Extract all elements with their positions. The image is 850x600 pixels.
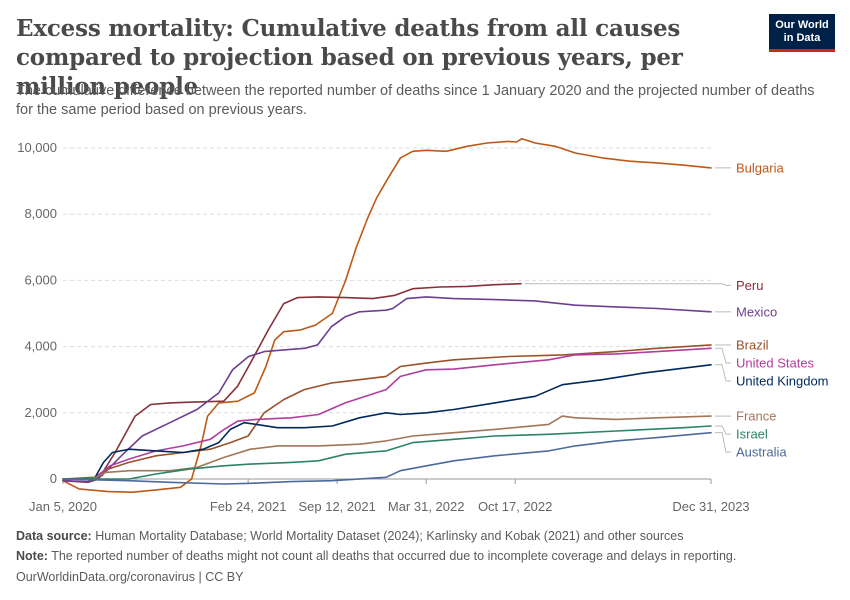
owid-logo[interactable]: Our World in Data bbox=[769, 14, 835, 52]
series-line-mexico bbox=[62, 296, 712, 483]
y-tick-label: 0 bbox=[50, 471, 57, 486]
chart-title: Excess mortality: Cumulative deaths from… bbox=[16, 15, 683, 100]
y-tick-label: 6,000 bbox=[24, 272, 57, 287]
series-label-mexico: Mexico bbox=[736, 304, 777, 319]
x-tick-label: Dec 31, 2023 bbox=[672, 499, 749, 514]
series-label-peru: Peru bbox=[736, 278, 763, 293]
y-tick-label: 2,000 bbox=[24, 405, 57, 420]
x-tick-label: Feb 24, 2021 bbox=[210, 499, 287, 514]
note-label: Note: bbox=[16, 549, 48, 563]
series-line-brazil bbox=[62, 344, 712, 480]
data-source: Data source: Human Mortality Database; W… bbox=[16, 528, 836, 544]
note-text: The reported number of deaths might not … bbox=[51, 549, 737, 563]
series-line-united-states bbox=[62, 347, 712, 480]
x-tick-label: Mar 31, 2022 bbox=[388, 499, 465, 514]
series-line-united-kingdom bbox=[62, 364, 712, 480]
x-tick-label: Sep 12, 2021 bbox=[298, 499, 375, 514]
series-line-australia bbox=[62, 431, 712, 485]
credit-link[interactable]: OurWorldinData.org/coronavirus | CC BY bbox=[16, 570, 244, 584]
series-label-united-kingdom: United Kingdom bbox=[736, 373, 829, 388]
data-source-label: Data source: bbox=[16, 529, 92, 543]
series-line-france bbox=[62, 415, 712, 480]
logo-line-2: in Data bbox=[783, 32, 821, 44]
series-label-israel: Israel bbox=[736, 427, 768, 442]
series-line-israel bbox=[62, 425, 712, 480]
label-connector-australia bbox=[715, 432, 731, 453]
series-line-peru bbox=[62, 282, 522, 484]
chart-subtitle: The cumulative difference between the re… bbox=[16, 83, 815, 118]
y-tick-label: 8,000 bbox=[24, 206, 57, 221]
label-connector-israel bbox=[715, 425, 731, 435]
label-connector-united-kingdom bbox=[715, 364, 731, 382]
series-label-france: France bbox=[736, 409, 776, 424]
series-label-bulgaria: Bulgaria bbox=[736, 160, 784, 175]
label-connector-united-states bbox=[715, 347, 731, 364]
x-tick-label: Jan 5, 2020 bbox=[29, 499, 97, 514]
series-label-australia: Australia bbox=[736, 445, 787, 460]
label-connector-peru bbox=[524, 283, 731, 286]
y-tick-label: 10,000 bbox=[17, 140, 57, 155]
y-tick-label: 4,000 bbox=[24, 339, 57, 354]
logo-line-1: Our World bbox=[775, 19, 829, 31]
data-source-text: Human Mortality Database; World Mortalit… bbox=[95, 529, 684, 543]
chart-note: Note: The reported number of deaths migh… bbox=[16, 548, 836, 564]
x-tick-label: Oct 17, 2022 bbox=[478, 499, 552, 514]
series-label-brazil: Brazil bbox=[736, 337, 769, 352]
series-label-united-states: United States bbox=[736, 355, 815, 370]
series-line-bulgaria bbox=[62, 137, 712, 493]
